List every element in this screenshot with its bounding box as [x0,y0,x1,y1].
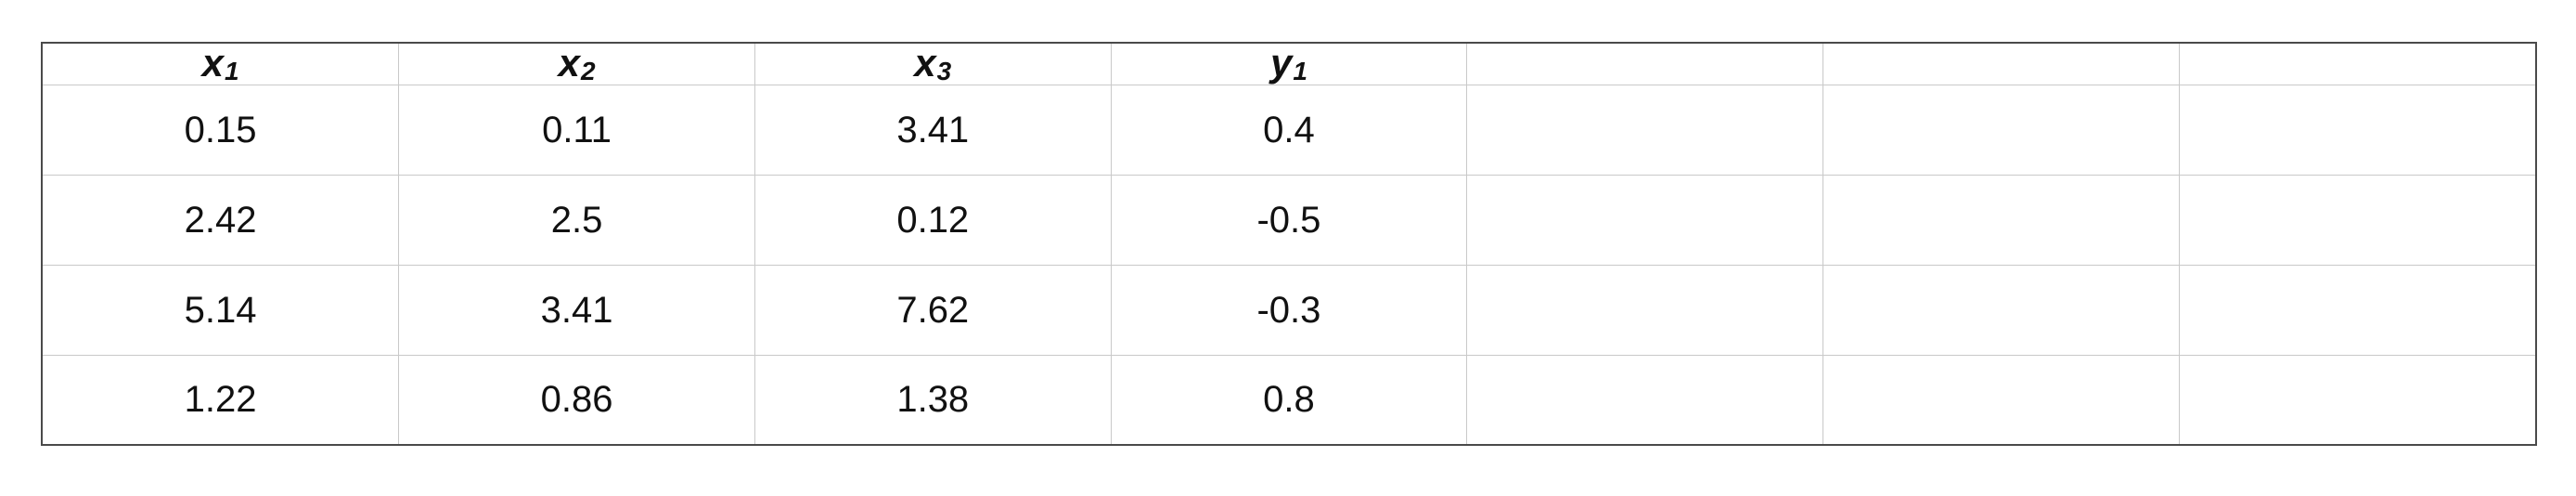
table-cell [1466,264,1824,356]
table-cell [1466,85,1824,176]
table-cell: 1.22 [43,354,400,444]
header-cell-x3: x3 [753,41,1112,85]
header-base: y [1269,41,1293,85]
header-base: x [201,41,224,85]
header-base: x [914,41,936,85]
table-cell [2178,264,2535,356]
header-base: x [558,41,580,85]
header-row: x1 x2 x3 y1 [43,44,2535,85]
table-cell: 3.41 [753,85,1112,176]
data-table-container: x1 x2 x3 y1 0.15 0.11 3.41 0.4 2.42 [41,42,2537,446]
table-cell [1823,85,2180,176]
table-cell: 2.42 [43,174,400,266]
header-cell-empty-7 [2178,44,2535,85]
table-cell: 0.11 [398,85,755,176]
table-cell [2178,174,2535,266]
table-cell [1823,174,2180,266]
header-subscript: 1 [1293,57,1307,85]
header-subscript: 1 [224,57,239,85]
table-row: 0.15 0.11 3.41 0.4 [43,85,2535,176]
header-cell-y1: y1 [1110,41,1468,85]
data-table: x1 x2 x3 y1 0.15 0.11 3.41 0.4 2.42 [43,44,2535,444]
table-cell: -0.5 [1110,174,1468,266]
table-cell [1466,174,1824,266]
table-cell: 0.8 [1110,354,1468,444]
header-cell-x2: x2 [398,41,755,85]
table-cell [2178,85,2535,176]
table-row: 1.22 0.86 1.38 0.8 [43,354,2535,444]
table-cell: 7.62 [753,264,1112,356]
table-cell: -0.3 [1110,264,1468,356]
header-cell-empty-5 [1466,44,1824,85]
table-row: 5.14 3.41 7.62 -0.3 [43,264,2535,356]
table-cell: 5.14 [43,264,400,356]
header-cell-empty-6 [1823,44,2180,85]
table-cell: 0.4 [1110,85,1468,176]
table-cell: 0.12 [753,174,1112,266]
table-cell: 1.38 [753,354,1112,444]
table-cell [1466,354,1824,444]
table-cell: 3.41 [398,264,755,356]
header-cell-x1: x1 [43,41,400,85]
header-subscript: 3 [936,57,952,85]
table-cell [2178,354,2535,444]
table-cell [1823,354,2180,444]
table-cell [1823,264,2180,356]
table-cell: 0.15 [43,85,400,176]
table-cell: 2.5 [398,174,755,266]
table-row: 2.42 2.5 0.12 -0.5 [43,174,2535,266]
header-subscript: 2 [580,57,596,85]
table-cell: 0.86 [398,354,755,444]
